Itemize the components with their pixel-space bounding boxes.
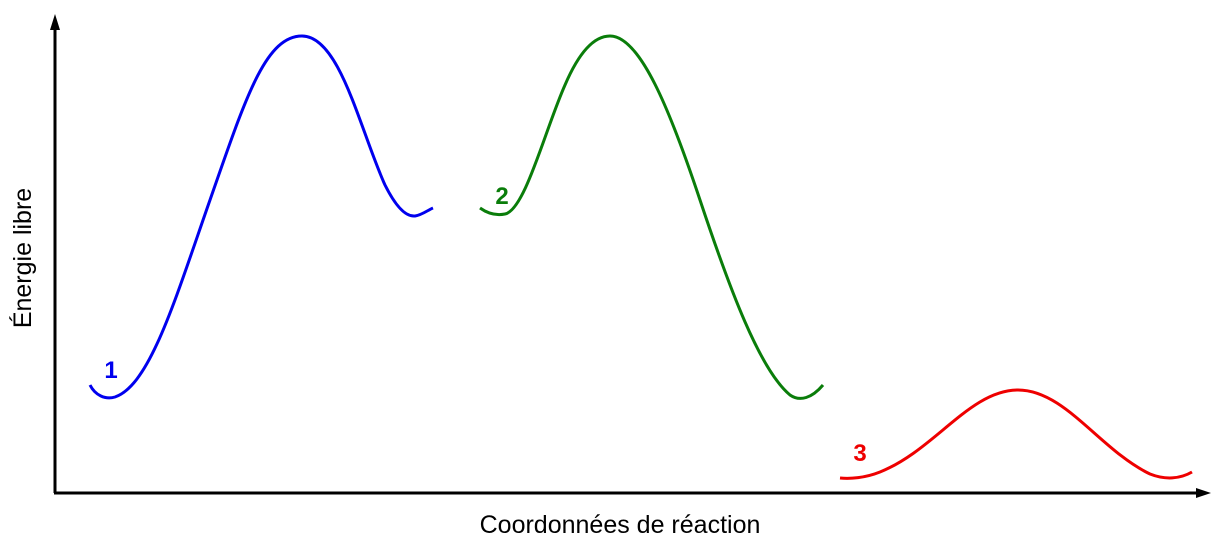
y-axis-label: Énergie libre — [8, 188, 37, 328]
x-axis-arrow — [1196, 488, 1211, 498]
curve-2 — [479, 34, 825, 400]
y-axis-arrow — [50, 14, 60, 30]
curve-label: 3 — [853, 440, 866, 467]
curve-label: 1 — [104, 357, 117, 384]
curve-1 — [88, 34, 434, 400]
x-axis-label: Coordonnées de réaction — [480, 511, 761, 537]
curve-3 — [839, 388, 1193, 480]
curve-label: 2 — [495, 183, 508, 210]
